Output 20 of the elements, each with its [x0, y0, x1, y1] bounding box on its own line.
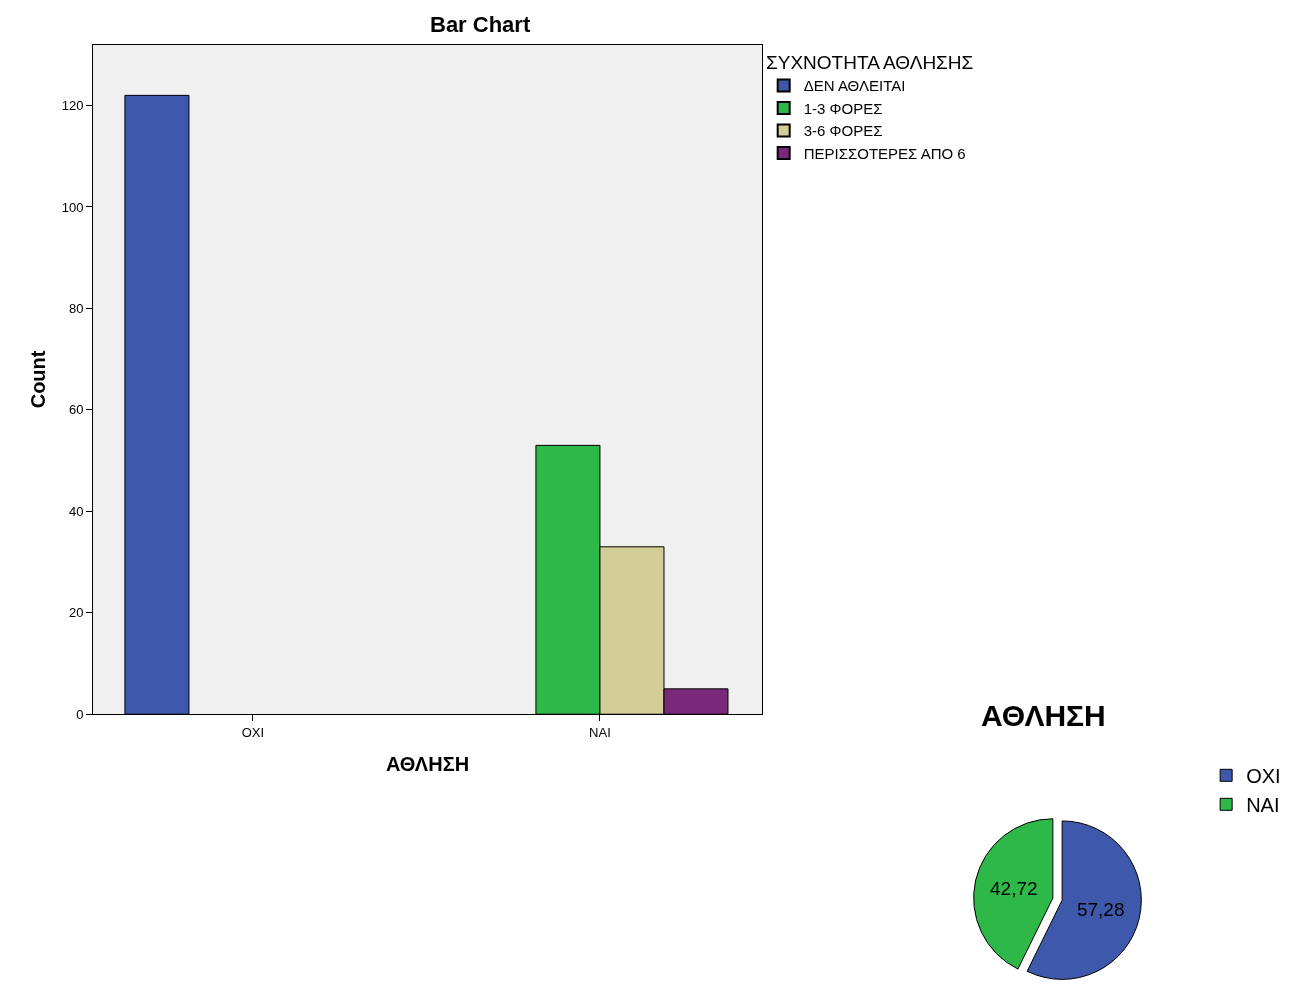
- chart-title: Bar Chart: [430, 12, 531, 37]
- legend-label: 3-6 ΦΟΡΕΣ: [803, 122, 883, 140]
- legend-label: ΟΧΙ: [1246, 765, 1281, 788]
- y-tick-label: 60: [68, 402, 84, 418]
- data-label: 57,28: [1076, 898, 1125, 920]
- y-tick-label: 120: [61, 98, 84, 114]
- legend-label: 1-3 ΦΟΡΕΣ: [803, 99, 883, 117]
- legend-label: ΠΕΡΙΣΣΟΤΕΡΕΣ ΑΠΟ 6: [803, 144, 966, 162]
- data-label: 42,72: [990, 878, 1038, 900]
- y-tick-label: 0: [76, 706, 84, 722]
- legend-label: ΔΕΝ ΑΘΛΕΙΤΑΙ: [803, 77, 906, 95]
- x-axis-title: ΑΘΛΗΣΗ: [385, 753, 470, 776]
- y-tick-label: 20: [68, 605, 84, 621]
- y-tick-label: 40: [68, 503, 84, 519]
- y-tick-label: 100: [61, 199, 84, 215]
- y-tick-label: 80: [68, 300, 84, 316]
- chart-title: ΑΘΛΗΣΗ: [981, 699, 1106, 732]
- y-axis-title: Count: [27, 350, 50, 409]
- legend-label: ΝΑΙ: [1246, 794, 1280, 817]
- legend-title: ΣΥΧΝΟΤΗΤΑ ΑΘΛΗΣΗΣ: [766, 52, 974, 74]
